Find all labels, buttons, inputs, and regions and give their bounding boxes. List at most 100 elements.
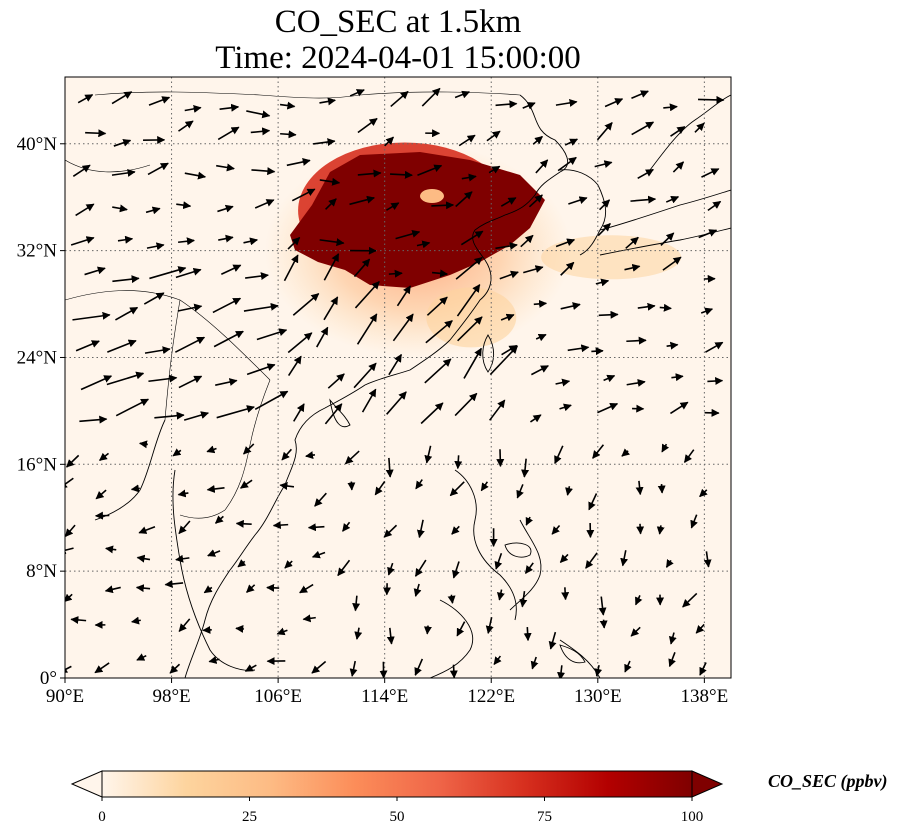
wind-arrow (246, 110, 271, 119)
country-border (359, 91, 521, 96)
wind-arrow (480, 481, 489, 492)
wind-arrow (695, 623, 705, 634)
wind-arrow (215, 378, 238, 386)
wind-arrow (637, 302, 656, 311)
colorbar-tick-label: 75 (537, 809, 552, 825)
wind-arrow (184, 171, 207, 180)
wind-arrow (342, 521, 351, 532)
wind-arrow (207, 549, 221, 557)
wind-arrow (106, 371, 145, 386)
wind-arrow (279, 101, 296, 110)
wind-arrow (392, 313, 414, 342)
wind-arrow (657, 484, 666, 494)
wind-arrow (668, 652, 676, 668)
wind-arrow (307, 523, 325, 532)
wind-arrow (485, 617, 494, 635)
wind-arrow (494, 552, 503, 570)
y-tick-label: 24°N (17, 347, 58, 368)
wind-arrow (564, 138, 579, 146)
wind-arrow (387, 562, 395, 576)
wind-arrow (217, 126, 240, 141)
wind-arrow (660, 232, 675, 246)
wind-arrow (631, 121, 655, 136)
wind-arrow (70, 615, 87, 624)
wind-arrow (139, 440, 148, 449)
wind-arrow (287, 332, 313, 354)
wind-arrow (245, 272, 269, 281)
wind-arrow (357, 169, 382, 178)
wind-arrow (250, 127, 271, 136)
y-tick-label: 16°N (17, 454, 58, 475)
wind-arrow (452, 561, 460, 579)
wind-arrow (535, 159, 549, 174)
map-area[interactable] (58, 77, 731, 680)
wind-arrow (637, 168, 654, 180)
wind-arrow (115, 398, 150, 417)
wind-arrow (528, 194, 543, 208)
wind-arrow (213, 330, 244, 348)
wind-arrow (596, 122, 613, 141)
wind-arrow (111, 168, 136, 177)
wind-arrow (217, 204, 234, 213)
wind-arrow (386, 202, 400, 211)
wind-arrow (663, 103, 678, 112)
wind-arrow (548, 631, 557, 650)
wind-arrow (95, 489, 107, 500)
wind-arrow (79, 415, 108, 424)
wind-arrow (164, 579, 184, 588)
wind-arrow (311, 660, 327, 674)
wind-arrow (656, 525, 665, 535)
wind-arrow (699, 488, 708, 498)
wind-arrow (347, 481, 356, 491)
x-tick-label: 98°E (152, 686, 190, 707)
wind-arrow (169, 663, 181, 674)
wind-arrow (344, 450, 360, 465)
coastline-segment (504, 542, 532, 558)
y-tick-label: 8°N (26, 561, 57, 582)
wind-arrow (625, 236, 639, 249)
wind-arrow (454, 392, 478, 417)
wind-arrow (72, 311, 111, 321)
wind-arrow (495, 242, 518, 250)
coastline-segment (559, 644, 586, 664)
map-frame (64, 76, 732, 679)
wind-arrow (305, 451, 316, 460)
y-tick-label: 0° (40, 668, 57, 689)
wind-arrow (668, 632, 677, 645)
wind-arrow (598, 310, 619, 319)
wind-arrow (104, 585, 121, 594)
colorbar: 0 25 50 75 100 (70, 770, 724, 825)
wind-arrow (493, 655, 502, 666)
wind-arrow (699, 662, 707, 676)
wind-arrow (136, 653, 147, 661)
wind-arrow (555, 238, 576, 248)
wind-arrow (319, 238, 345, 247)
wind-arrow (216, 163, 235, 172)
wind-arrow (138, 525, 156, 534)
wind-arrow (323, 253, 340, 281)
wind-arrow (254, 390, 289, 411)
wind-arrow (99, 452, 110, 461)
wind-arrow (522, 102, 536, 110)
wind-arrow (599, 619, 608, 629)
wind-arrow (144, 346, 171, 355)
wind-arrow (66, 454, 80, 468)
wind-arrow (565, 486, 573, 496)
wind-arrow (707, 200, 722, 212)
wind-arrow (94, 662, 110, 674)
wind-arrow (592, 444, 605, 459)
y-axis-ticks: 0° 8°N 16°N 24°N 32°N 40°N (17, 134, 65, 689)
wind-arrow (671, 373, 684, 382)
wind-arrow (327, 373, 345, 389)
wind-arrow (175, 267, 202, 279)
wind-arrow (75, 340, 100, 352)
colorbar-extend-min (70, 770, 103, 798)
wind-arrow (65, 477, 74, 489)
wind-arrow (532, 135, 543, 145)
wind-arrow (206, 445, 217, 454)
wind-arrow (384, 136, 394, 147)
wind-arrow (349, 195, 375, 206)
wind-arrow (456, 284, 481, 317)
wind-arrow (694, 122, 705, 133)
